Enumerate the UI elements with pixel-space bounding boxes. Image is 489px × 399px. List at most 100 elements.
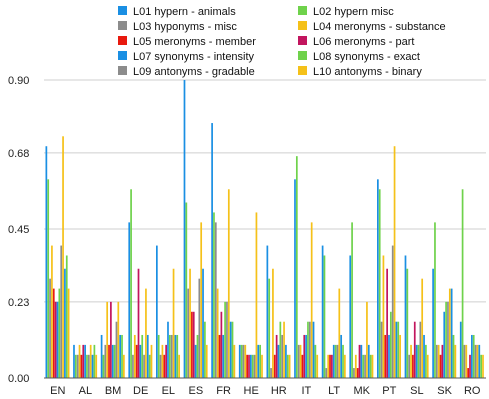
bar-pt-s5 <box>384 334 387 378</box>
bar-el-s13 <box>178 354 180 378</box>
bar-en-s10 <box>62 136 64 378</box>
bar-bm-s9 <box>115 321 118 378</box>
x-tick-label-mk: MK <box>353 385 370 397</box>
bar-he-s13 <box>261 354 263 378</box>
bar-de-s3 <box>132 354 134 378</box>
bar-he-s9 <box>253 354 256 378</box>
bar-sl-s6 <box>413 321 416 378</box>
bar-sk-s7 <box>443 311 446 378</box>
bar-he-s11 <box>257 344 260 378</box>
x-tick-label-sl: SL <box>410 385 423 397</box>
bar-mk-s10 <box>366 301 368 378</box>
legend-swatch-3 <box>118 21 127 30</box>
bar-bm-s4 <box>106 301 109 378</box>
legend-swatch-7 <box>118 51 127 60</box>
bar-pt-s9 <box>391 245 394 378</box>
bar-fr-s3 <box>214 222 217 378</box>
x-tick-label-lt: LT <box>328 385 340 397</box>
bar-sl-s3 <box>408 354 411 378</box>
bar-pt-s6 <box>386 268 388 378</box>
legend-swatch-2 <box>298 6 307 15</box>
bar-al-s4 <box>78 344 81 378</box>
legend-swatch-5 <box>118 36 127 45</box>
bar-sl-s7 <box>415 344 418 378</box>
bar-en-s5 <box>52 288 55 378</box>
bar-de-s9 <box>143 354 145 378</box>
bar-al-s13 <box>95 354 98 378</box>
legend-label-1: L01 hypern - animals <box>133 6 236 18</box>
bar-al-s7 <box>84 344 86 378</box>
bar-es-s3 <box>187 288 190 378</box>
bar-mk-s1 <box>349 255 352 378</box>
bar-bm-s7 <box>111 344 114 378</box>
bar-el-s7 <box>167 321 169 378</box>
bar-fr-s11 <box>229 321 232 378</box>
bar-sk-s9 <box>447 301 449 378</box>
bar-al-s9 <box>87 354 90 378</box>
x-tick-label-hr: HR <box>271 385 287 397</box>
bar-lt-s1 <box>321 245 324 378</box>
bar-it-s13 <box>316 354 319 378</box>
bar-pt-s8 <box>389 311 392 378</box>
bar-de-s10 <box>145 288 147 378</box>
bar-mk-s13 <box>371 354 374 378</box>
bar-fr-s2 <box>213 212 215 378</box>
bar-bm-s8 <box>113 344 116 378</box>
bar-lt-s10 <box>338 288 341 378</box>
bar-mk-s7 <box>360 344 363 378</box>
bar-hr-s9 <box>281 334 284 378</box>
bar-de-s8 <box>141 334 144 378</box>
legend-label-9: L09 antonyms - gradable <box>133 66 255 78</box>
bar-al-s10 <box>89 344 92 378</box>
bar-fr-s9 <box>226 301 228 378</box>
bar-pt-s7 <box>388 334 390 378</box>
bar-es-s11 <box>202 268 204 378</box>
bar-al-s1 <box>73 344 75 378</box>
bar-de-s2 <box>130 189 132 378</box>
bar-en-s8 <box>58 288 61 378</box>
bar-es-s13 <box>205 344 208 378</box>
bar-he-s2 <box>240 344 243 378</box>
bar-he-s10 <box>255 212 258 378</box>
bar-al-s3 <box>76 354 79 378</box>
bar-fr-s12 <box>231 321 234 378</box>
bar-hr-s11 <box>285 344 287 378</box>
bar-he-s7 <box>250 354 252 378</box>
bar-mk-s6 <box>358 344 361 378</box>
legend-label-2: L02 hypern misc <box>313 6 394 18</box>
bar-al-s5 <box>80 354 83 378</box>
bar-ro-s3 <box>463 344 466 378</box>
bar-bm-s11 <box>119 334 122 378</box>
x-tick-label-en: EN <box>50 385 65 397</box>
bar-de-s13 <box>150 344 153 378</box>
bar-series <box>45 80 484 378</box>
bar-al-s12 <box>93 344 96 378</box>
bar-lt-s5 <box>329 354 331 378</box>
bar-es-s7 <box>194 344 197 378</box>
bar-el-s12 <box>176 334 179 378</box>
legend-swatch-4 <box>298 21 307 30</box>
bar-sl-s13 <box>426 354 429 378</box>
bar-al-s2 <box>74 354 77 378</box>
legend-swatch-8 <box>298 51 307 60</box>
bar-mk-s8 <box>362 354 365 378</box>
bar-es-s10 <box>200 222 203 378</box>
bar-mk-s12 <box>369 354 372 378</box>
legend-label-8: L08 synonyms - exact <box>313 51 420 63</box>
bar-pt-s4 <box>382 255 385 378</box>
y-axis-tick-labels: 0.00 0.23 0.45 0.68 0.90 <box>8 75 29 385</box>
bar-fr-s13 <box>233 344 236 378</box>
bar-fr-s1 <box>211 123 213 378</box>
bar-sk-s6 <box>441 344 444 378</box>
legend-swatch-1 <box>118 6 127 15</box>
bar-ro-s9 <box>474 344 477 378</box>
bar-sl-s9 <box>419 321 422 378</box>
bar-sk-s4 <box>437 344 440 378</box>
bar-mk-s4 <box>354 354 357 378</box>
chart-legend: L01 hypern - animals L02 hypern misc L03 h… <box>118 6 446 78</box>
bar-en-s3 <box>49 278 51 378</box>
bar-it-s9 <box>308 321 311 378</box>
bar-fr-s8 <box>224 301 226 378</box>
bar-it-s7 <box>305 334 307 378</box>
bar-hr-s13 <box>288 354 291 378</box>
